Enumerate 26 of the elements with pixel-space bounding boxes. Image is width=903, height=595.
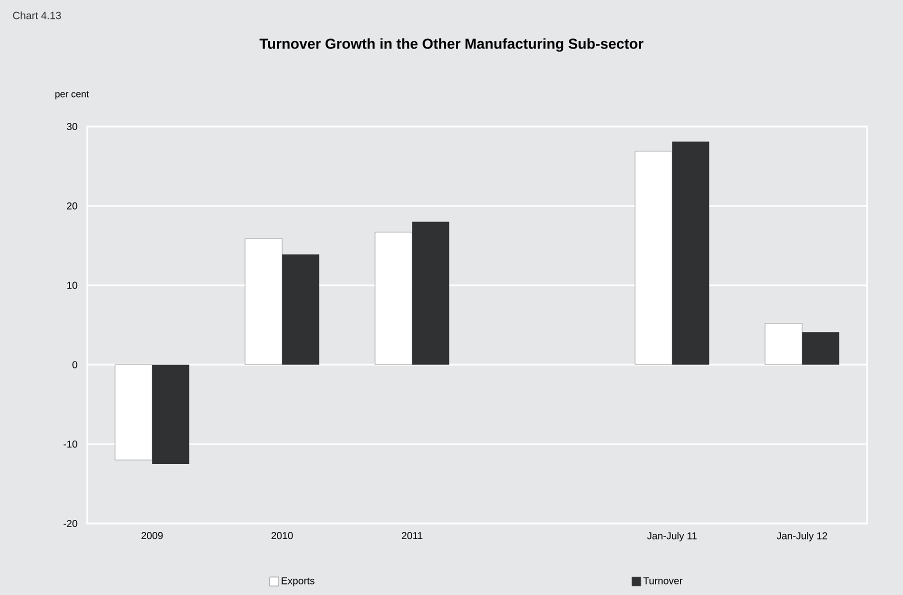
y-axis-title: per cent <box>55 91 89 100</box>
chart-title: Turnover Growth in the Other Manufacturing Sub-sector <box>260 38 644 52</box>
y-tick-label: 20 <box>67 202 78 210</box>
bar <box>374 232 412 365</box>
x-tick-label: 2011 <box>402 532 422 540</box>
y-tick-label: -10 <box>64 440 78 448</box>
caption: Chart 4.13 <box>13 12 61 20</box>
x-tick-label: Jan-July 11 <box>647 532 697 542</box>
bar <box>244 238 282 365</box>
x-tick-label: 2010 <box>272 532 293 540</box>
y-tick-label: -20 <box>64 520 78 528</box>
x-tick-label: 2009 <box>142 532 163 540</box>
bar <box>114 364 152 460</box>
bar <box>634 150 672 365</box>
bar <box>802 332 840 365</box>
bar <box>672 142 710 365</box>
y-tick-label: 30 <box>66 123 78 130</box>
y-tick-label: 10 <box>67 282 78 289</box>
bar <box>764 323 802 365</box>
bar <box>282 254 320 365</box>
bar <box>412 222 450 365</box>
y-tick-label: 0 <box>72 361 78 368</box>
legend-label: Turnover <box>643 577 682 584</box>
legend-label: Exports <box>282 577 314 586</box>
x-tick-label: Jan-July 12 <box>776 532 828 542</box>
bar <box>152 364 190 464</box>
